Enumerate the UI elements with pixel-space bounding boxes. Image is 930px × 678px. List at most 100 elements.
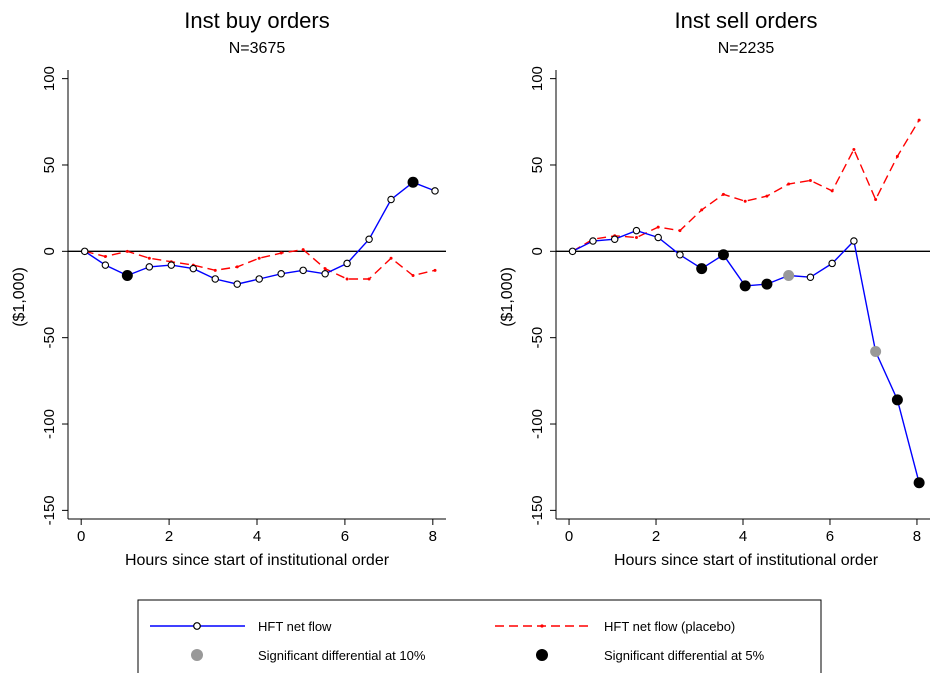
x-tick-label: 8 [913, 528, 921, 545]
data-point-placebo [301, 248, 305, 252]
legend-swatch-placebo-marker [540, 624, 544, 628]
data-point-placebo [874, 198, 878, 202]
data-point-hft [610, 235, 619, 243]
data-point-placebo [743, 199, 747, 203]
y-tick-label: 50 [41, 157, 58, 174]
y-tick-label: 0 [529, 247, 546, 255]
panel-subtitle: N=2235 [718, 40, 775, 57]
data-point-placebo [323, 267, 327, 271]
y-tick-label: 50 [529, 157, 546, 174]
data-point-hft [343, 259, 351, 268]
legend-box [137, 599, 822, 676]
series-line-placebo [84, 248, 436, 280]
data-point-hft [568, 247, 577, 256]
data-point-placebo [433, 268, 437, 272]
data-point-hft [211, 275, 219, 283]
data-point-placebo [257, 256, 261, 260]
data-point-hft [387, 195, 395, 204]
significant-10pct-marker [870, 345, 882, 357]
significant-5pct-marker [696, 263, 708, 275]
data-point-placebo [235, 265, 239, 269]
data-point-placebo [411, 274, 415, 278]
significant-5pct-marker [717, 249, 729, 261]
data-point-placebo [103, 255, 107, 259]
data-point-hft [145, 263, 154, 271]
data-point-hft [299, 266, 307, 275]
data-point-placebo [345, 277, 349, 281]
data-point-hft [828, 259, 836, 268]
legend-swatch-sig5 [536, 649, 548, 661]
legend-label-hft: HFT net flow [258, 619, 332, 634]
data-point-placebo [917, 118, 921, 122]
x-tick-label: 8 [429, 528, 437, 545]
data-point-hft [676, 251, 684, 259]
significant-10pct-marker [783, 270, 795, 282]
data-point-hft [321, 270, 329, 278]
data-point-placebo [721, 192, 725, 196]
data-point-hft [806, 273, 815, 281]
x-tick-label: 0 [565, 528, 573, 545]
y-axis-label: ($1,000) [11, 267, 28, 327]
data-point-hft [255, 275, 263, 283]
y-tick-label: -100 [41, 409, 58, 439]
data-point-placebo [787, 182, 791, 186]
significant-5pct-marker [913, 477, 925, 489]
data-point-placebo [765, 194, 769, 198]
significant-5pct-marker [739, 280, 751, 292]
data-point-placebo [808, 179, 812, 183]
data-point-hft [101, 261, 110, 269]
panel-title: Inst sell orders [674, 8, 817, 33]
data-point-hft [632, 226, 641, 235]
data-point-placebo [634, 236, 638, 240]
data-point-placebo [389, 256, 393, 260]
data-point-hft [431, 187, 439, 195]
y-axis-label: ($1,000) [499, 267, 516, 327]
data-point-placebo [147, 256, 151, 260]
data-point-placebo [656, 225, 660, 229]
significant-5pct-marker [891, 394, 903, 406]
panel-title: Inst buy orders [184, 8, 330, 33]
y-tick-label: -100 [529, 409, 546, 439]
significant-5pct-marker [407, 176, 419, 188]
legend-label-sig10: Significant differential at 10% [258, 648, 426, 663]
legend-label-sig5: Significant differential at 5% [604, 648, 765, 663]
x-axis-label: Hours since start of institutional order [125, 552, 390, 569]
x-tick-label: 6 [826, 528, 834, 545]
y-tick-label: 100 [41, 66, 58, 91]
y-tick-label: -50 [529, 327, 546, 349]
plot-area: -150 -100 -50 0 50 100 0 2 4 6 8 [41, 66, 446, 545]
legend: HFT net flow HFT net flow (placebo) Sign… [137, 599, 822, 676]
legend-label-placebo: HFT net flow (placebo) [604, 619, 735, 634]
data-point-hft [233, 280, 241, 288]
data-point-placebo [367, 277, 371, 281]
panel-inst-buy: Inst buy orders N=3675 Hours since start… [11, 8, 446, 569]
data-point-hft [189, 264, 198, 273]
x-axis-label: Hours since start of institutional order [614, 552, 879, 569]
panel-subtitle: N=3675 [229, 40, 286, 57]
data-point-placebo [830, 189, 834, 193]
legend-swatch-hft-marker [193, 622, 201, 630]
y-tick-label: -150 [529, 495, 546, 525]
panel-inst-sell: Inst sell orders N=2235 Hours since star… [499, 8, 930, 569]
x-tick-label: 2 [165, 528, 173, 545]
y-tick-label: -150 [41, 495, 58, 525]
x-tick-label: 2 [652, 528, 660, 545]
series-line-hft [572, 229, 920, 483]
data-point-hft [850, 237, 858, 245]
y-tick-label: 100 [529, 66, 546, 91]
x-tick-label: 6 [341, 528, 349, 545]
data-point-placebo [895, 154, 899, 158]
series-line-hft [84, 181, 436, 285]
data-point-placebo [678, 229, 682, 233]
x-tick-label: 4 [253, 528, 261, 545]
significant-5pct-marker [121, 270, 133, 282]
data-point-hft [589, 237, 597, 245]
data-point-hft [654, 233, 662, 242]
legend-swatch-sig10 [191, 649, 203, 661]
data-point-placebo [700, 208, 704, 212]
significant-5pct-marker [761, 278, 773, 290]
y-tick-label: -50 [41, 327, 58, 349]
data-point-placebo [852, 147, 856, 151]
